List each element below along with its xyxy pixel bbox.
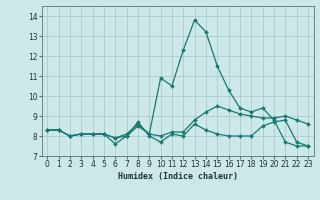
X-axis label: Humidex (Indice chaleur): Humidex (Indice chaleur) <box>118 172 237 181</box>
